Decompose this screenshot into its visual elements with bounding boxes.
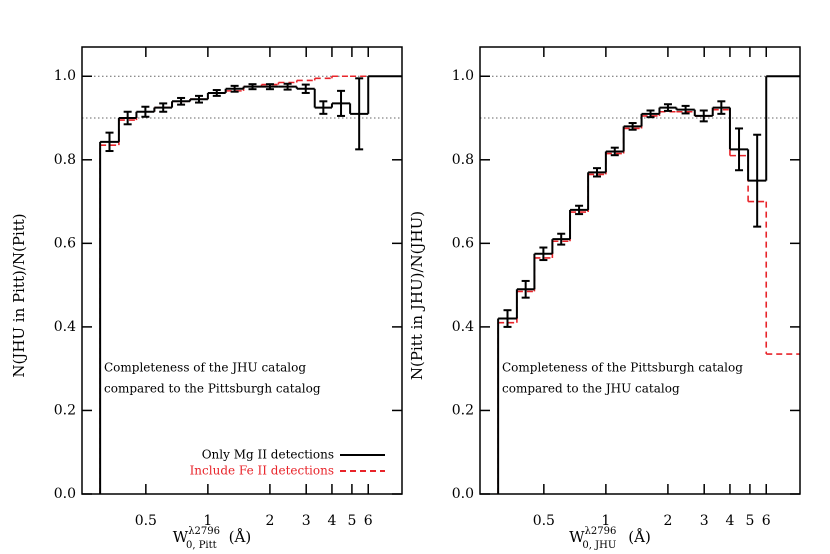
x-tick-label: 2	[663, 513, 672, 529]
y-tick-label: 0.4	[452, 319, 474, 335]
y-tick-label: 1.0	[54, 68, 76, 84]
x-tick-label: 4	[725, 513, 734, 529]
legend-label: Only Mg II detections	[202, 448, 334, 462]
x-label-part: 0, Pitt	[186, 540, 217, 551]
annotation: Completeness of the Pittsburgh catalog	[502, 361, 743, 375]
x-tick-label: 2	[265, 513, 274, 529]
y-axis-label: N(Pitt in JHU)/N(JHU)	[408, 211, 426, 380]
x-tick-label: 6	[762, 513, 771, 529]
y-tick-label: 0.2	[54, 402, 76, 418]
x-tick-label: 5	[745, 513, 754, 529]
y-tick-label: 0.8	[54, 152, 76, 168]
panel: 0.0 0.2 0.4 0.6 0.8 1.0 0.5 1 2 3 4 5 6 Completeness …	[408, 46, 801, 551]
y-tick-label: 0.0	[452, 486, 474, 502]
x-tick-label: 4	[327, 513, 336, 529]
y-tick-label: 1.0	[452, 68, 474, 84]
x-label-part: λ2796	[188, 526, 220, 537]
x-tick-label: 3	[700, 513, 709, 529]
x-label-part: (Å)	[229, 528, 252, 546]
x-tick-label: 0.5	[533, 513, 555, 529]
x-label-part: W	[173, 528, 189, 546]
x-label-part: λ2796	[585, 526, 617, 537]
annotation: compared to the JHU catalog	[502, 382, 680, 396]
x-tick-label: 1	[203, 513, 212, 529]
x-tick-label: 3	[302, 513, 311, 529]
panel: 0.0 0.2 0.4 0.6 0.8 1.0 0.5 1 2 3 4 5 6 Completeness …	[10, 46, 403, 551]
legend-label: Include Fe II detections	[190, 464, 334, 478]
plot-frame	[81, 46, 403, 495]
y-tick-label: 0.4	[54, 319, 76, 335]
x-axis-label: Wλ2796 0, JHU (Å)	[569, 526, 651, 551]
x-tick-label: 5	[347, 513, 356, 529]
y-tick-label: 0.0	[54, 486, 76, 502]
x-label-part: 0, JHU	[582, 540, 616, 551]
x-tick-label: 6	[364, 513, 373, 529]
plot-frame	[479, 46, 801, 495]
y-axis-label: N(JHU in Pitt)/N(Pitt)	[10, 213, 28, 377]
annotation: Completeness of the JHU catalog	[104, 361, 306, 375]
x-tick-label: 1	[601, 513, 610, 529]
x-label-part: (Å)	[628, 528, 651, 546]
y-tick-label: 0.8	[452, 152, 474, 168]
y-tick-label: 0.2	[452, 402, 474, 418]
y-tick-label: 0.6	[452, 235, 474, 251]
x-tick-label: 0.5	[135, 513, 157, 529]
x-axis-label: Wλ2796 0, Pitt (Å)	[173, 526, 251, 551]
y-tick-label: 0.6	[54, 235, 76, 251]
annotation: compared to the Pittsburgh catalog	[104, 382, 321, 396]
x-label-part: W	[569, 528, 585, 546]
